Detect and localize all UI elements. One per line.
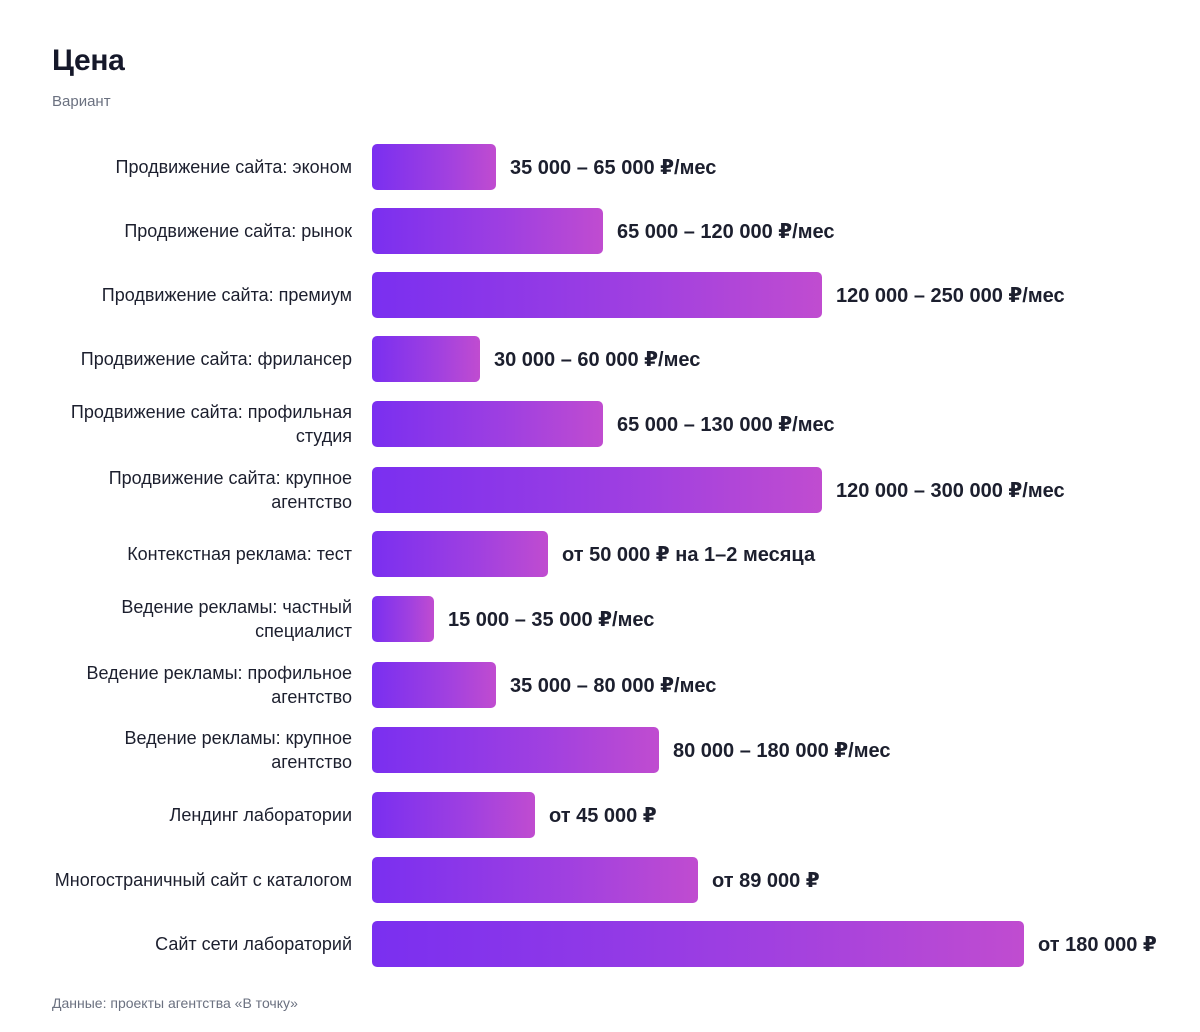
value-label: от 50 000 ₽ на 1–2 месяца (562, 543, 816, 566)
category-label: Продвижение сайта: профильная студия (70, 402, 352, 446)
bar (372, 467, 822, 513)
category-label: Многостраничный сайт с каталогом (54, 870, 352, 890)
bar-row: Сайт сети лабораторий от 180 000 ₽ (0, 921, 1200, 967)
bar-row: Продвижение сайта: фрилансер 30 000 – 60 … (0, 336, 1200, 382)
bar (372, 921, 1024, 967)
bar (372, 144, 496, 190)
value-label: 35 000 – 65 000 ₽/мес (510, 156, 717, 179)
bar (372, 857, 698, 903)
bar-row: Продвижение сайта: рынок 65 000 – 120 000… (0, 208, 1200, 254)
category-label: Лендинг лаборатории (169, 805, 352, 825)
bar-row: Многостраничный сайт с каталогом от 89 00… (0, 857, 1200, 903)
bar-row: Ведение рекламы: профильное агентство 35 … (0, 662, 1200, 708)
bar (372, 336, 480, 382)
value-label: от 180 000 ₽ (1038, 933, 1157, 956)
bar (372, 272, 822, 318)
value-label: 65 000 – 130 000 ₽/мес (617, 413, 835, 436)
category-label: Ведение рекламы: крупное агентство (124, 728, 352, 772)
category-label: Продвижение сайта: рынок (124, 221, 352, 241)
value-label: 65 000 – 120 000 ₽/мес (617, 220, 835, 243)
bar (372, 531, 548, 577)
value-label: от 89 000 ₽ (712, 869, 820, 892)
bar (372, 208, 603, 254)
bar-row: Ведение рекламы: частный специалист 15 00… (0, 596, 1200, 642)
bar (372, 662, 496, 708)
category-label: Ведение рекламы: частный специалист (121, 597, 352, 641)
category-label: Продвижение сайта: премиум (101, 285, 352, 305)
bar-row: Контекстная реклама: тест от 50 000 ₽ на … (0, 531, 1200, 577)
chart-subtitle: Вариант (52, 93, 111, 110)
chart-title: Цена (52, 44, 125, 77)
value-label: 35 000 – 80 000 ₽/мес (510, 674, 717, 697)
category-label: Ведение рекламы: профильное агентство (86, 663, 352, 707)
value-label: 120 000 – 250 000 ₽/мес (836, 284, 1065, 307)
bar-row: Ведение рекламы: крупное агентство 80 000… (0, 727, 1200, 773)
bar-row: Продвижение сайта: премиум 120 000 – 250 … (0, 272, 1200, 318)
value-label: 15 000 – 35 000 ₽/мес (448, 608, 655, 631)
bar-row: Лендинг лаборатории от 45 000 ₽ (0, 792, 1200, 838)
bar-row: Продвижение сайта: крупное агентство 120 … (0, 467, 1200, 513)
bar-row: Продвижение сайта: профильная студия 65 0… (0, 401, 1200, 447)
bar-row: Продвижение сайта: эконом 35 000 – 65 000… (0, 144, 1200, 190)
value-label: 80 000 – 180 000 ₽/мес (673, 739, 891, 762)
category-label: Контекстная реклама: тест (127, 544, 352, 564)
value-label: от 45 000 ₽ (549, 804, 657, 827)
category-label: Сайт сети лабораторий (155, 934, 352, 954)
bar (372, 596, 434, 642)
value-label: 30 000 – 60 000 ₽/мес (494, 348, 701, 371)
value-label: 120 000 – 300 000 ₽/мес (836, 479, 1065, 502)
bar (372, 792, 535, 838)
data-source-note: Данные: проекты агентства «В точку» (52, 995, 298, 1011)
category-label: Продвижение сайта: крупное агентство (108, 468, 352, 512)
bar (372, 727, 659, 773)
category-label: Продвижение сайта: эконом (115, 157, 352, 177)
category-label: Продвижение сайта: фрилансер (80, 349, 352, 369)
bar (372, 401, 603, 447)
